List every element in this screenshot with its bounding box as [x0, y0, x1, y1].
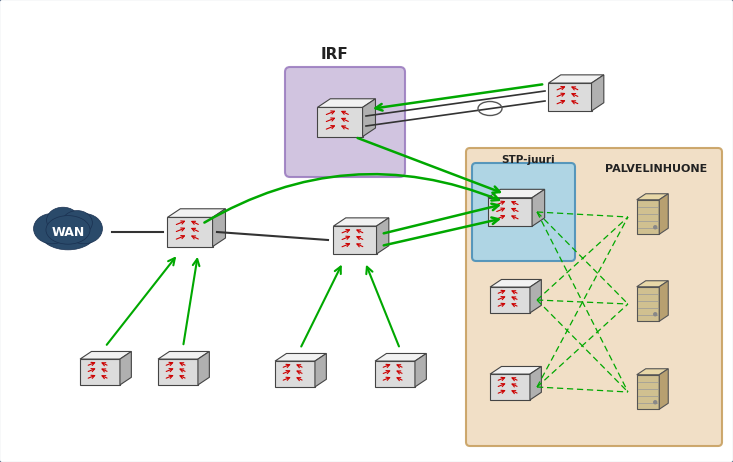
- Polygon shape: [213, 209, 226, 247]
- Polygon shape: [120, 352, 131, 385]
- Polygon shape: [637, 375, 659, 409]
- Polygon shape: [375, 361, 415, 387]
- Polygon shape: [637, 200, 659, 234]
- Polygon shape: [167, 218, 213, 247]
- Circle shape: [654, 226, 657, 229]
- Polygon shape: [80, 359, 120, 385]
- Polygon shape: [363, 99, 375, 137]
- FancyBboxPatch shape: [472, 163, 575, 261]
- Polygon shape: [275, 361, 315, 387]
- Polygon shape: [315, 353, 326, 387]
- Polygon shape: [167, 209, 226, 218]
- Polygon shape: [334, 218, 388, 226]
- Text: IRF: IRF: [321, 47, 349, 62]
- Polygon shape: [637, 369, 668, 375]
- Polygon shape: [637, 281, 668, 287]
- Polygon shape: [530, 280, 542, 313]
- Polygon shape: [637, 287, 659, 321]
- Ellipse shape: [65, 213, 103, 244]
- Polygon shape: [158, 359, 198, 385]
- Polygon shape: [532, 189, 545, 226]
- Polygon shape: [637, 194, 668, 200]
- Polygon shape: [275, 353, 326, 361]
- Polygon shape: [530, 366, 542, 400]
- Polygon shape: [377, 218, 388, 254]
- Polygon shape: [659, 369, 668, 409]
- FancyBboxPatch shape: [466, 148, 722, 446]
- Polygon shape: [317, 99, 375, 107]
- Polygon shape: [659, 194, 668, 234]
- Polygon shape: [548, 83, 592, 111]
- Polygon shape: [488, 189, 545, 198]
- Polygon shape: [80, 352, 131, 359]
- Polygon shape: [592, 75, 604, 111]
- Polygon shape: [198, 352, 210, 385]
- Ellipse shape: [47, 207, 79, 233]
- Polygon shape: [490, 287, 530, 313]
- Polygon shape: [488, 198, 532, 226]
- Polygon shape: [375, 353, 427, 361]
- Polygon shape: [158, 352, 210, 359]
- Polygon shape: [317, 107, 363, 137]
- Polygon shape: [490, 280, 542, 287]
- Polygon shape: [548, 75, 604, 83]
- Polygon shape: [490, 366, 542, 374]
- Polygon shape: [415, 353, 427, 387]
- Polygon shape: [490, 374, 530, 400]
- Circle shape: [654, 313, 657, 316]
- FancyBboxPatch shape: [285, 67, 405, 177]
- Text: STP-juuri: STP-juuri: [501, 155, 556, 165]
- Circle shape: [654, 401, 657, 404]
- Text: PALVELINHUONE: PALVELINHUONE: [605, 164, 707, 174]
- Text: WAN: WAN: [51, 225, 84, 238]
- Ellipse shape: [46, 216, 90, 244]
- Polygon shape: [659, 281, 668, 321]
- Ellipse shape: [34, 213, 70, 244]
- Polygon shape: [334, 226, 377, 254]
- Ellipse shape: [62, 211, 92, 235]
- Ellipse shape: [40, 214, 96, 250]
